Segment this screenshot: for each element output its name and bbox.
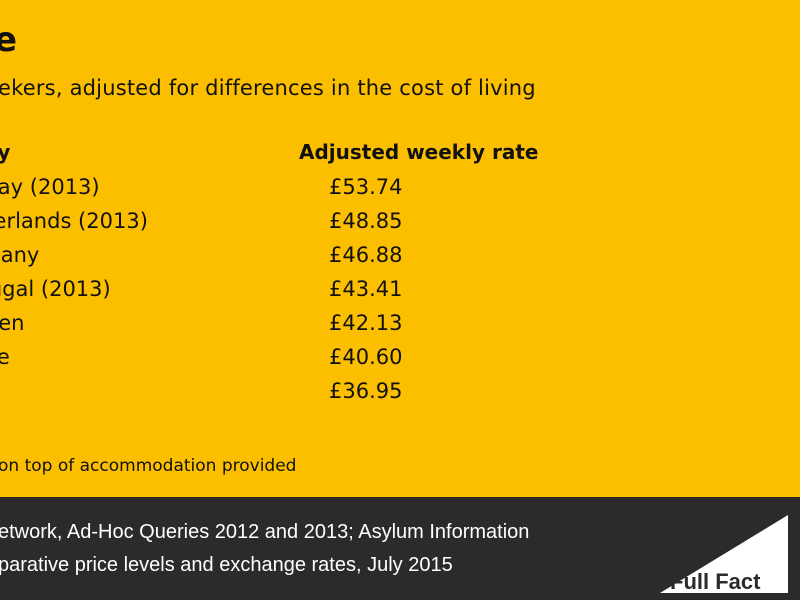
rate-cell: £48.85 bbox=[329, 209, 403, 233]
footnote: on top of accommodation provided bbox=[0, 456, 297, 476]
table-row: nce £40.60 bbox=[0, 345, 800, 379]
country-cell: nce bbox=[0, 345, 10, 369]
source-footer: etwork, Ad-Hoc Queries 2012 and 2013; As… bbox=[0, 497, 800, 600]
full-fact-logo: Full Fact bbox=[660, 515, 788, 594]
logo-text: Full Fact bbox=[670, 569, 761, 594]
table-row: therlands (2013) £48.85 bbox=[0, 209, 800, 243]
column-header-rate: Adjusted weekly rate bbox=[299, 140, 539, 164]
table-row: rmany £46.88 bbox=[0, 243, 800, 277]
table-row: rway (2013) £53.74 bbox=[0, 175, 800, 209]
country-cell: rtugal (2013) bbox=[0, 277, 111, 301]
rate-cell: £53.74 bbox=[329, 175, 403, 199]
rate-cell: £42.13 bbox=[329, 311, 403, 335]
table-row: £36.95 bbox=[0, 379, 800, 413]
rate-cell: £43.41 bbox=[329, 277, 403, 301]
country-cell: eden bbox=[0, 311, 25, 335]
table-row: eden £42.13 bbox=[0, 311, 800, 345]
rates-table: try Adjusted weekly rate rway (2013) £53.… bbox=[0, 140, 800, 420]
country-cell: therlands (2013) bbox=[0, 209, 148, 233]
column-header-country: try bbox=[0, 140, 11, 164]
chart-title: e bbox=[0, 20, 18, 60]
country-cell: rway (2013) bbox=[0, 175, 100, 199]
rate-cell: £46.88 bbox=[329, 243, 403, 267]
country-cell: rmany bbox=[0, 243, 40, 267]
rate-cell: £36.95 bbox=[329, 379, 403, 403]
rate-cell: £40.60 bbox=[329, 345, 403, 369]
source-line-2: parative price levels and exchange rates… bbox=[0, 554, 453, 576]
source-line-1: etwork, Ad-Hoc Queries 2012 and 2013; As… bbox=[0, 521, 530, 543]
chart-subtitle: ekers, adjusted for differences in the c… bbox=[0, 76, 536, 100]
table-row: rtugal (2013) £43.41 bbox=[0, 277, 800, 311]
